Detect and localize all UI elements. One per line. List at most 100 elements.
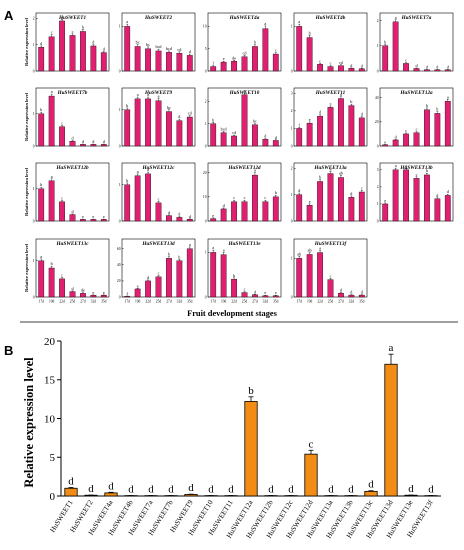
x-tick-label: 25d <box>156 300 162 304</box>
significance-letter: e <box>223 56 225 61</box>
y-tick-label: 1 <box>119 25 121 29</box>
significance-letter: e <box>103 290 105 295</box>
significance-letter: d <box>264 134 267 139</box>
bar <box>220 132 227 147</box>
significance-letter: d <box>368 479 374 491</box>
bar <box>317 181 323 222</box>
significance-letter: c <box>61 120 63 125</box>
subplot-husweet7a: HuSWEET7a 0 1 2 b a c d d d d <box>377 12 454 73</box>
subplot-husweet12b: HuSWEET12b 0 1 b a c d e e e Relative expression l… <box>24 162 110 223</box>
significance-letter: c <box>309 438 314 450</box>
bar <box>272 295 279 298</box>
y-tick-label: 20 <box>117 279 121 283</box>
bar <box>48 180 55 222</box>
significance-letter: c <box>158 196 160 201</box>
significance-letter: a <box>330 166 332 171</box>
bar <box>231 201 237 222</box>
significance-letter: a <box>223 247 225 252</box>
significance-letter: a <box>264 21 266 26</box>
significance-letter: a <box>126 19 128 24</box>
significance-letter: e <box>384 198 386 203</box>
significance-letter: b <box>51 261 53 266</box>
y-tick-label: 40 <box>375 96 379 100</box>
bar <box>176 260 183 298</box>
bar <box>186 55 193 72</box>
bar <box>80 31 86 72</box>
significance-letter: a <box>51 89 53 94</box>
significance-letter: b <box>436 107 438 112</box>
panel-a-small-multiples: HuSWEET1 0 1 2 d c a c b d d Relative expression le… <box>20 12 458 323</box>
bar <box>90 45 97 72</box>
bar <box>231 61 237 72</box>
significance-letter: a <box>158 94 160 99</box>
x-tick-label: 17d <box>297 300 303 304</box>
bar <box>348 68 355 72</box>
bar <box>262 28 269 72</box>
significance-letter: bcd <box>166 46 173 51</box>
bar <box>296 258 303 298</box>
significance-letter: d <box>223 203 226 208</box>
bar <box>444 101 451 147</box>
significance-letter: d <box>71 286 74 291</box>
bar <box>444 69 451 72</box>
y-tick-label: 3 <box>377 168 379 172</box>
significance-letter: e <box>275 290 277 295</box>
significance-letter: d <box>298 188 301 193</box>
significance-letter: b <box>233 273 235 278</box>
bar <box>241 201 248 222</box>
bar <box>296 194 303 222</box>
bar <box>262 201 269 222</box>
significance-letter: d <box>361 112 364 117</box>
significance-letter: bc <box>167 105 171 110</box>
bar <box>134 288 141 298</box>
y-tick-label: 20 <box>375 120 379 124</box>
bar <box>348 197 355 222</box>
significance-letter: a <box>319 246 321 251</box>
x-tick-label: 22d <box>145 300 151 304</box>
x-tick-label: 17d <box>39 300 45 304</box>
significance-letter: d <box>88 483 94 495</box>
subplot-title: HuSWEET13a <box>313 165 347 171</box>
significance-letter: d <box>92 40 95 45</box>
x-tick-label: 27d <box>252 300 258 304</box>
bar <box>413 132 420 147</box>
significance-letter: de <box>81 288 85 293</box>
y-tick-label: 1 <box>119 108 121 112</box>
significance-letter: c <box>405 58 407 63</box>
bar <box>48 267 55 298</box>
x-tick-label: 27d <box>166 300 172 304</box>
significance-letter: d <box>208 484 214 496</box>
significance-letter: e <box>264 290 266 295</box>
significance-letter: d <box>288 484 294 496</box>
significance-letter: b <box>168 252 170 257</box>
x-tick-label: 22d <box>231 300 237 304</box>
bar <box>38 47 45 72</box>
subplot-title: HuSWEET7a <box>401 15 432 21</box>
y-axis-label: Relative expression level <box>24 17 29 66</box>
subplot-title: HuSWEET9 <box>144 90 173 96</box>
significance-letter: a <box>254 168 256 173</box>
x-tick-label: 35d <box>359 300 365 304</box>
significance-letter: e <box>309 199 311 204</box>
bar <box>166 52 172 72</box>
x-tick-label: 19d <box>307 300 313 304</box>
x-tick-label: 19d <box>135 300 141 304</box>
y-tick-label: 1 <box>377 44 379 48</box>
bar <box>338 65 344 72</box>
significance-letter: b <box>126 178 128 183</box>
significance-letter: e <box>82 214 84 219</box>
y-tick-label: 2 <box>291 167 293 171</box>
y-tick-label: 0 <box>205 69 207 73</box>
significance-letter: f <box>127 291 129 296</box>
x-tick-label: 25d <box>328 300 334 304</box>
subplot-husweet12d: HuSWEET12d 0 10 20 e d c c a c b <box>203 162 282 223</box>
bar <box>392 139 399 147</box>
bar <box>59 201 65 222</box>
significance-letter: bcd <box>221 127 228 132</box>
bar <box>296 128 303 147</box>
bar <box>176 120 183 147</box>
significance-letter: e <box>92 290 94 295</box>
subplot-husweet12c: HuSWEET12c 0 1 b a a c d d d <box>119 162 196 223</box>
subplot-title: HuSWEET4a <box>229 15 260 21</box>
